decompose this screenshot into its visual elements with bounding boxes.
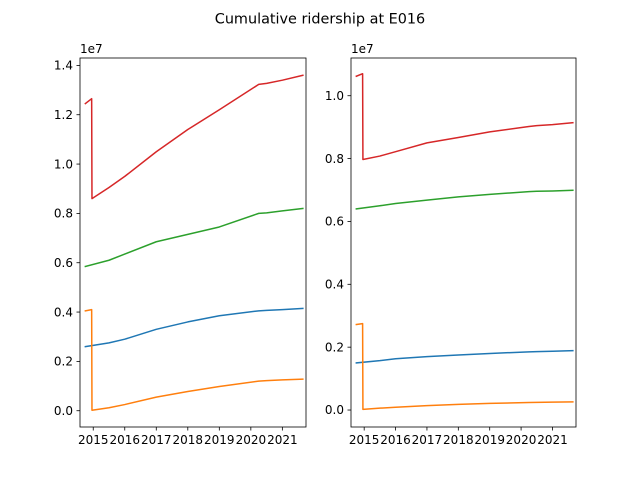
- right-y-ticks: 0.0 0.2 0.4 0.6 0.8 1.0: [325, 89, 351, 417]
- left-x-tick-label: 2018: [173, 433, 204, 447]
- left-x-tick-label: 2015: [78, 433, 109, 447]
- left-series-lines: [84, 74, 304, 411]
- right-y-tick-label: 0.2: [325, 340, 344, 354]
- right-series-0-line: [355, 349, 574, 364]
- left-x-ticks: 2015 2016 2017 2018 2019 2020 2021: [78, 427, 298, 447]
- left-y-tick-label: 0.0: [54, 404, 73, 418]
- right-y-tick-label: 0.4: [325, 278, 344, 292]
- right-x-tick-label: 2021: [537, 433, 568, 447]
- left-x-tick-label: 2017: [141, 433, 172, 447]
- left-x-tick-label: 2020: [236, 433, 267, 447]
- right-offset-label: 1e7: [351, 42, 374, 56]
- left-subplot: 2015 2016 2017 2018 2019 2020 2021 0.00.20.40.…: [54, 42, 307, 447]
- left-x-tick-label: 2019: [204, 433, 235, 447]
- left-offset-label: 1e7: [80, 42, 103, 56]
- left-series-3-line: [84, 74, 304, 200]
- right-x-tick-label: 2017: [412, 433, 443, 447]
- right-subplot: 2015 2016 2017 2018 2019 2020 2021 0.00.20.40.…: [325, 42, 577, 447]
- right-axes-frame: [350, 57, 577, 428]
- right-series-3-line: [355, 72, 574, 161]
- left-y-tick-label: 0.6: [54, 256, 73, 270]
- right-x-tick-label: 2019: [474, 433, 505, 447]
- left-series-1-line: [84, 308, 304, 411]
- left-y-tick-label: 0.8: [54, 207, 73, 221]
- right-x-ticks: 2015 2016 2017 2018 2019 2020 2021: [349, 427, 568, 447]
- right-series-lines: [355, 72, 574, 411]
- right-y-tick-label: 0.8: [325, 152, 344, 166]
- left-series-0-line: [84, 307, 304, 348]
- left-series-2-line: [84, 207, 304, 268]
- left-y-tick-label: 1.2: [54, 108, 73, 122]
- left-x-tick-label: 2021: [267, 433, 298, 447]
- right-y-tick-label: 0.6: [325, 215, 344, 229]
- right-x-tick-label: 2015: [349, 433, 380, 447]
- right-series-1-line: [355, 322, 574, 411]
- right-y-tick-label: 0.0: [325, 403, 344, 417]
- left-y-tick-label: 0.2: [54, 355, 73, 369]
- left-axes-frame: [79, 57, 307, 428]
- left-y-tick-label: 1.4: [54, 59, 73, 73]
- right-x-tick-label: 2020: [506, 433, 537, 447]
- left-y-ticks: 0.0 0.2 0.4 0.6 0.8 1.0 1.2 1.4: [54, 59, 80, 418]
- figure-title: Cumulative ridership at E016: [215, 12, 425, 28]
- right-x-tick-label: 2016: [380, 433, 411, 447]
- left-y-tick-label: 0.4: [54, 305, 73, 319]
- right-y-tick-label: 1.0: [325, 89, 344, 103]
- left-y-tick-label: 1.0: [54, 157, 73, 171]
- right-series-2-line: [355, 189, 574, 210]
- left-x-tick-label: 2016: [109, 433, 140, 447]
- right-x-tick-label: 2018: [443, 433, 474, 447]
